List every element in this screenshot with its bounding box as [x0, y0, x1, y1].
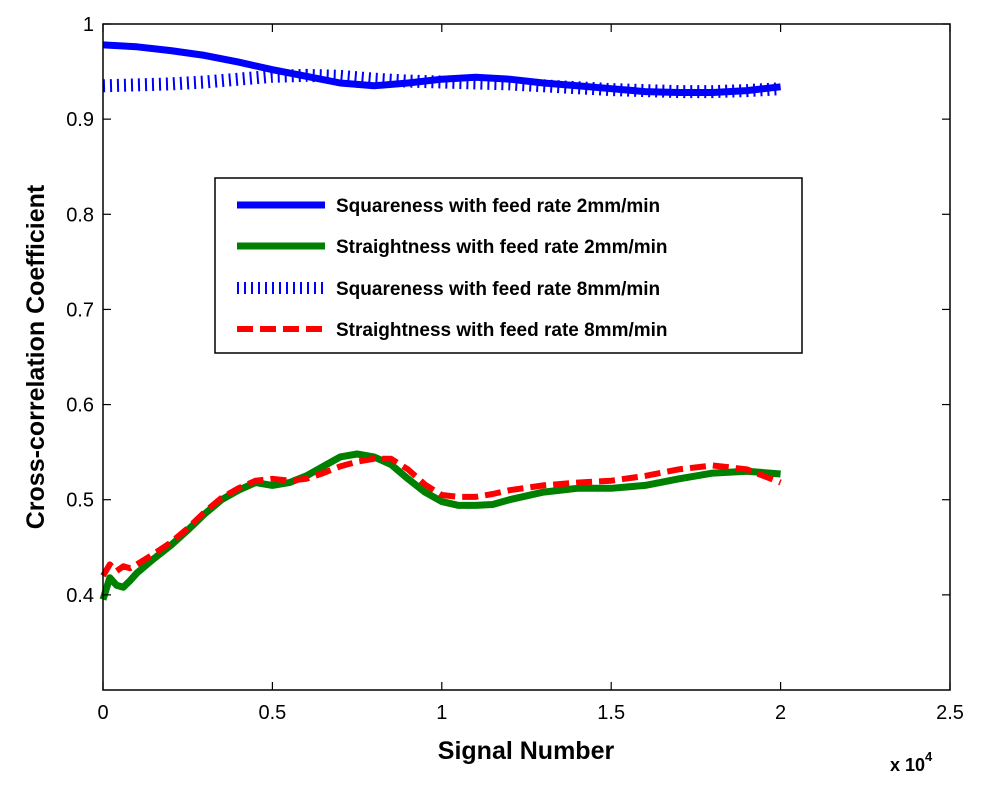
legend-label: Squareness with feed rate 8mm/min: [336, 279, 660, 300]
ticks-layer: 0 0.5 1 1.5 2 2.5 0.4 0.5 0.6 0.7 0.8 0.9 1: [66, 14, 964, 724]
series-layer: [99, 41, 782, 601]
x-tick-label: 2: [775, 702, 786, 724]
legend-label: Squareness with feed rate 2mm/min: [336, 196, 660, 217]
y-tick-label: 0.7: [66, 299, 94, 321]
x-exponent-label: x 104: [890, 749, 933, 775]
y-tick-label: 1: [83, 14, 94, 36]
series-line-squareness-with-feed-rate-2mm-min: [102, 41, 781, 96]
y-tick-label: 0.8: [66, 204, 94, 226]
x-tick-label: 0: [97, 702, 108, 724]
x-tick-label: 1: [436, 702, 447, 724]
legend-label: Straightness with feed rate 2mm/min: [336, 237, 668, 258]
series-line-straightness-with-feed-rate-2mm-min: [99, 450, 781, 601]
x-tick-label: 0.5: [258, 702, 286, 724]
y-tick-label: 0.9: [66, 109, 94, 131]
x-exponent-power: 4: [925, 749, 933, 764]
x-exponent-base: x 10: [890, 755, 925, 775]
y-tick-label: 0.6: [66, 395, 94, 417]
legend-label: Straightness with feed rate 8mm/min: [336, 320, 668, 341]
series-line-straightness-with-feed-rate-8mm-min: [100, 455, 782, 578]
y-tick-label: 0.5: [66, 490, 94, 512]
legend: Squareness with feed rate 2mm/min Straigh…: [214, 177, 803, 354]
x-tick-label: 1.5: [597, 702, 625, 724]
series-line-squareness-with-feed-rate-8mm-min: [102, 68, 781, 99]
x-axis-label: Signal Number: [438, 737, 615, 765]
x-tick-label: 2.5: [936, 702, 964, 724]
plot-area-frame: [102, 23, 951, 691]
y-tick-label: 0.4: [66, 585, 94, 607]
y-axis-label: Cross-correlation Coefficient: [22, 184, 50, 529]
